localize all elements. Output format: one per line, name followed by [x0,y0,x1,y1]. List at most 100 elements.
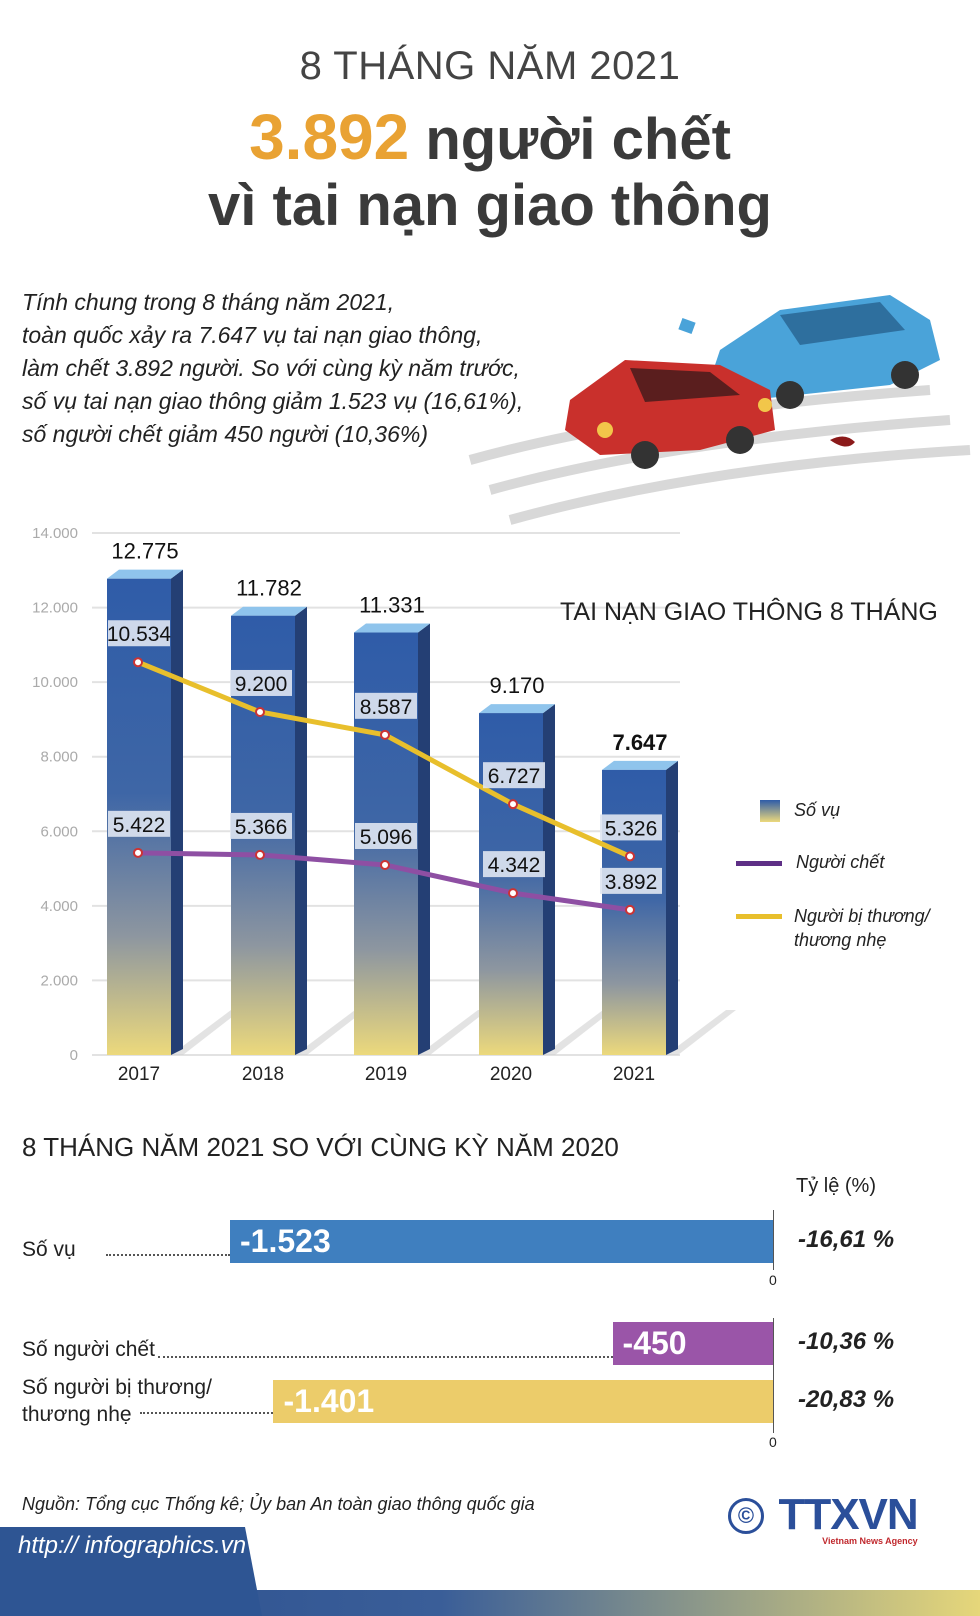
leader-dots [106,1254,230,1256]
bar-top [107,569,183,579]
bar-shadow [295,1010,365,1055]
x-tick-label: 2020 [490,1064,532,1085]
data-label-bg [355,822,417,849]
data-point [133,657,143,668]
line-value-label: 5.422 [113,814,166,837]
y-tick-label: 2.000 [40,972,78,989]
comparison-ratio: -10,36 % [798,1328,895,1355]
y-tick-label: 4.000 [40,898,78,915]
bar-value-label: 11.331 [359,593,425,618]
bar-side [418,623,430,1055]
copyright-icon: © [728,1498,764,1534]
intro-line: toàn quốc xảy ra 7.647 vụ tai nạn giao t… [22,322,483,348]
bar-top [231,606,307,616]
logo-text: TTXVN [778,1490,918,1539]
data-point [508,799,518,810]
data-point [255,706,265,717]
zero-axis-top [773,1210,774,1270]
data-point [508,888,518,899]
data-label-bg [230,812,292,839]
bar-top [354,623,430,633]
headline-number: 3.892 [249,101,410,173]
x-tick-label: 2017 [118,1064,160,1085]
zero-axis-bottom [773,1318,774,1433]
data-label-bg [355,692,417,719]
legend-item-nguoi-chet: Người chết [736,852,884,873]
line-value-label: 5.366 [235,816,288,839]
data-point [625,851,635,862]
website-link[interactable]: http:// infographics.vn [18,1532,247,1559]
accidents-combo-chart: 02.0004.0006.0008.00010.00012.00014.000 … [32,525,736,1085]
leader-dots [140,1412,274,1414]
data-label-bg [483,851,545,878]
legend-swatch-yellow [736,914,782,919]
headline-rest: người chết [409,107,731,172]
bar-side [171,569,183,1055]
line-value-label: 5.096 [360,826,413,849]
data-label-bg [108,810,170,837]
data-point [625,904,635,915]
comparison-bar: -1.401 [273,1380,773,1423]
headline: 3.892 người chết vì tai nạn giao thông [0,104,980,239]
y-tick-label: 14.000 [32,525,78,542]
data-point [255,849,265,860]
bar-value-label: 11.782 [236,576,302,601]
bar-side [666,760,678,1055]
comparison-label: Số người bị thương/ thương nhẹ [22,1376,212,1426]
legend-item-nguoi-bi-thuong: Người bị thương/ thương nhẹ [736,904,960,952]
intro-paragraph: Tính chung trong 8 tháng năm 2021, toàn … [22,286,612,451]
bar-value-label: 9.170 [489,673,544,698]
leader-dots [158,1356,613,1358]
source-note: Nguồn: Tổng cục Thống kê; Ủy ban An toàn… [22,1494,535,1514]
bar-top [479,704,555,714]
data-label-bg [600,814,662,841]
y-tick-label: 12.000 [32,600,78,617]
comparison-bar: -1.523 [230,1220,773,1263]
x-tick-label: 2021 [613,1064,655,1085]
red-car [565,360,775,469]
line-value-label: 5.326 [605,817,658,840]
line-value-label: 10.534 [107,623,172,646]
kicker-title: 8 THÁNG NĂM 2021 [299,44,681,88]
x-tick-label: 2019 [365,1064,407,1085]
legend-label: Số vụ [794,800,841,820]
legend-label: Người bị thương/ thương nhẹ [794,906,930,950]
bar-top [602,760,678,770]
legend-item-so-vu: Số vụ [760,800,841,823]
y-tick-label: 8.000 [40,749,78,766]
line-value-label: 4.342 [488,854,541,877]
url-tab [0,1527,262,1616]
bar-value-label: 7.647 [612,730,667,755]
x-tick-label: 2018 [242,1064,284,1085]
data-label-bg [230,669,292,696]
headline-line2: vì tai nạn giao thông [208,173,772,238]
data-point [133,847,143,858]
legend-swatch-bar [760,800,780,823]
comparison-ratio: -16,61 % [798,1226,895,1253]
comparison-title: 8 THÁNG NĂM 2021 SO VỚI CÙNG KỲ NĂM 2020 [22,1132,619,1162]
bar-side [295,606,307,1055]
blue-car [710,295,940,409]
bar-shadow [418,1010,488,1055]
data-label-bg [600,867,662,894]
intro-line: số người chết giảm 450 người (10,36%) [22,421,429,447]
data-label-bg [108,620,170,647]
zero-label: 0 [769,1272,777,1288]
legend-swatch-purple [736,860,782,866]
ratio-header: Tỷ lệ (%) [796,1175,876,1197]
comparison-bar: -450 [612,1322,773,1365]
intro-line: số vụ tai nạn giao thông giảm 1.523 vụ (… [22,388,524,414]
line-value-label: 8.587 [360,696,413,719]
data-point [380,859,390,870]
bar-shadow [666,1010,736,1055]
bar-value-label: 12.775 [111,539,178,564]
line-value-label: 9.200 [235,673,288,696]
y-tick-label: 10.000 [32,674,78,691]
y-tick-label: 0 [70,1047,78,1064]
bar-shadow [543,1010,613,1055]
logo-subtext: Vietnam News Agency [822,1536,918,1546]
line-value-label: 6.727 [488,765,541,788]
comparison-ratio: -20,83 % [798,1386,895,1413]
chart-title: TAI NẠN GIAO THÔNG 8 THÁNG [560,598,938,626]
ttxvn-logo: © TTXVN Vietnam News Agency [728,1490,919,1546]
